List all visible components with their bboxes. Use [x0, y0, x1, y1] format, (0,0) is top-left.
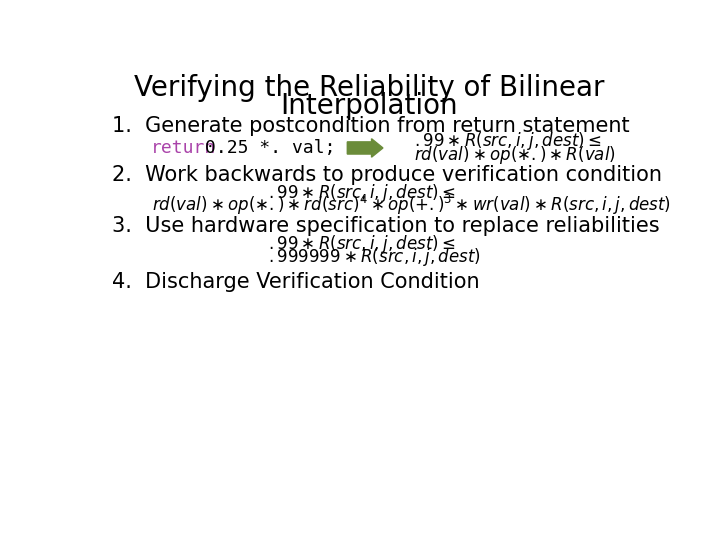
Text: 4.  Discharge Verification Condition: 4. Discharge Verification Condition: [112, 272, 480, 292]
Text: 2.  Work backwards to produce verification condition: 2. Work backwards to produce verificatio…: [112, 165, 662, 185]
Polygon shape: [347, 139, 383, 157]
Text: Interpolation: Interpolation: [280, 92, 458, 120]
Text: 0.25 *. val;: 0.25 *. val;: [204, 139, 336, 157]
Text: $.999999 \ast R(src, i, j, dest)$: $.999999 \ast R(src, i, j, dest)$: [269, 246, 481, 267]
Text: $.99 \ast R(src, i, j, dest) \leq$: $.99 \ast R(src, i, j, dest) \leq$: [269, 181, 456, 204]
Text: return: return: [150, 139, 216, 157]
Text: Verifying the Reliability of Bilinear: Verifying the Reliability of Bilinear: [134, 74, 604, 102]
Text: $rd(val) \ast op(\ast.) \ast rd(src)^4 \ast op(+.)^3 \ast wr(val) \ast R(src, i,: $rd(val) \ast op(\ast.) \ast rd(src)^4 \…: [152, 193, 671, 217]
Text: $.99 \ast R(src, i, j, dest) \leq$: $.99 \ast R(src, i, j, dest) \leq$: [269, 233, 456, 255]
Text: $.99 \ast R(src, i, j, dest) \leq$: $.99 \ast R(src, i, j, dest) \leq$: [414, 130, 601, 152]
Text: 3.  Use hardware specification to replace reliabilities: 3. Use hardware specification to replace…: [112, 217, 660, 237]
Text: $rd(val) \ast op(\ast.) \ast R(val)$: $rd(val) \ast op(\ast.) \ast R(val)$: [414, 144, 616, 166]
Text: 1.  Generate postcondition from return statement: 1. Generate postcondition from return st…: [112, 116, 629, 136]
